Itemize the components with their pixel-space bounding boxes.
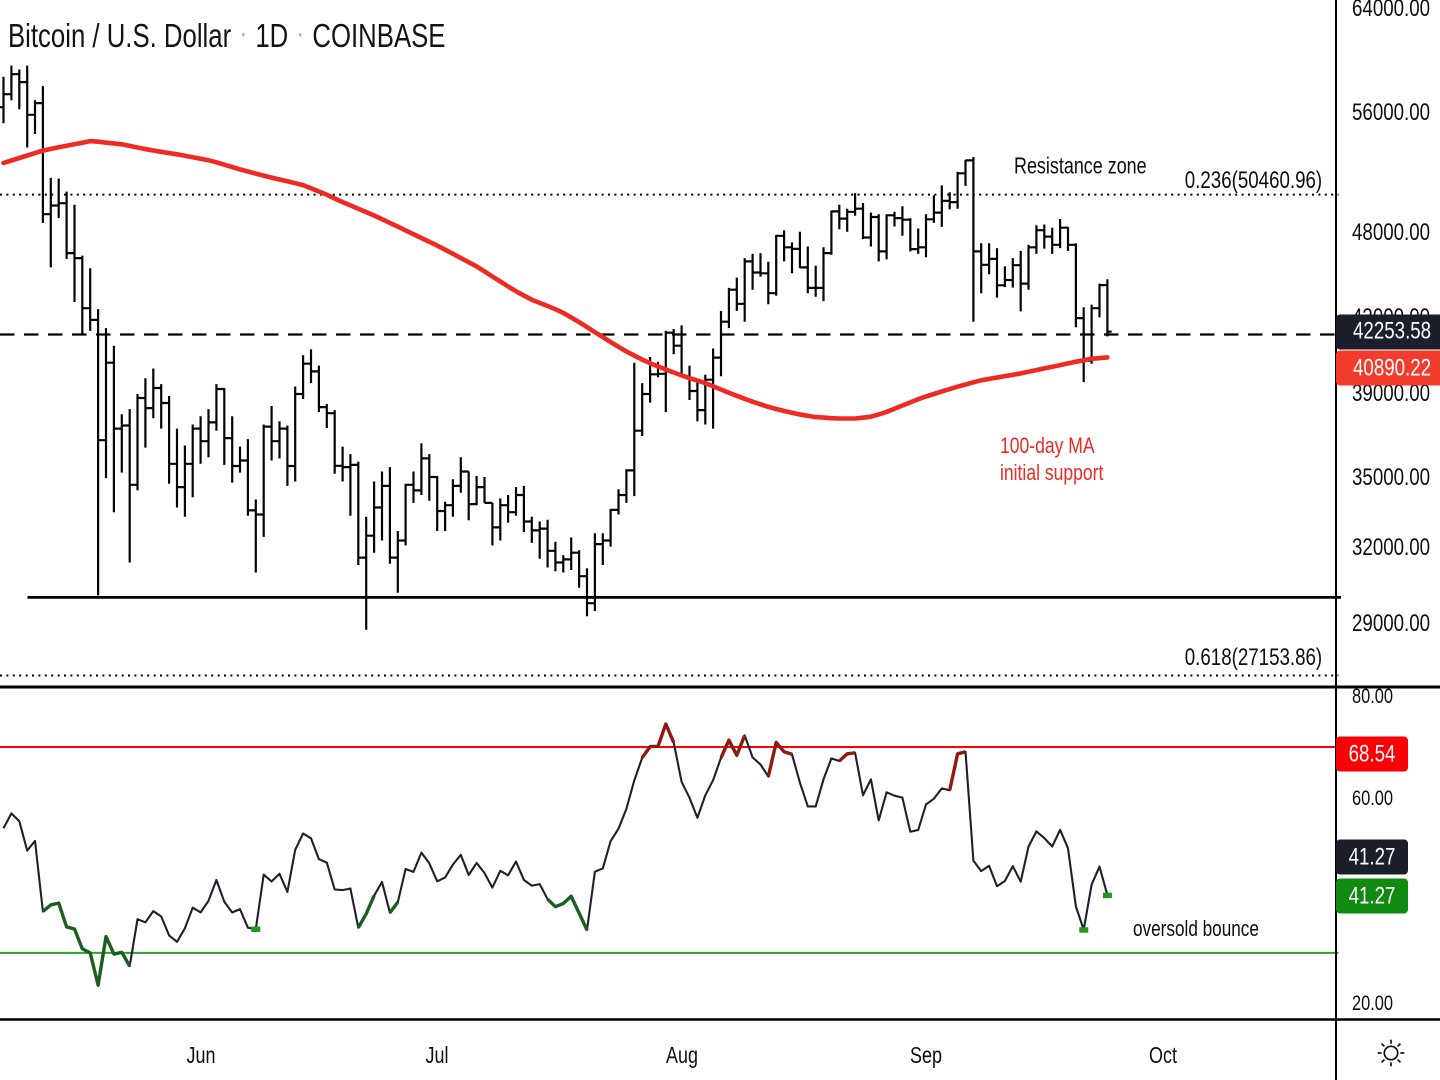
annotation-resistance-zone: Resistance zone [1014, 152, 1147, 179]
rsi-axis-label: 80.00 [1352, 685, 1393, 708]
time-axis-label: Jul [425, 1042, 449, 1068]
rsi-signal-badge-text: 41.27 [1348, 882, 1396, 909]
rsi-colored-segment [948, 750, 966, 791]
rsi-signal-marker [1102, 892, 1112, 899]
rsi-overbought-badge: 68.54 [1336, 736, 1409, 772]
rsi-colored-segment [388, 901, 400, 914]
ma-100-line[interactable] [1, 138, 1110, 421]
rsi-value-badge: 41.27 [1336, 839, 1409, 875]
rsi-axis-label: 20.00 [1352, 992, 1393, 1016]
time-axis-label: Oct [1148, 1042, 1177, 1068]
rsi-line[interactable] [2, 723, 1109, 987]
price-axis-label: 64000.00 [1352, 0, 1431, 22]
symbol-title[interactable]: Bitcoin / U.S. Dollar · 1D · COINBASE [8, 16, 446, 54]
rsi-signal-marker [1079, 927, 1089, 933]
rsi-value-badge-text: 41.27 [1348, 843, 1396, 870]
rsi-colored-segment [719, 734, 747, 759]
rsi-colored-segment [41, 901, 132, 987]
theme-sun-button[interactable] [1368, 1030, 1414, 1076]
time-axis-label: Sep [910, 1042, 942, 1068]
last-price-badge: 42253.58 [1336, 314, 1440, 350]
sun-icon [1377, 1039, 1405, 1067]
price-axis-label: 56000.00 [1352, 98, 1431, 126]
time-axis-label: Aug [665, 1042, 698, 1068]
symbol-interval[interactable]: 1D [255, 17, 289, 54]
ma-price-badge: 40890.22 [1336, 350, 1440, 386]
title-separator-icon: · [296, 14, 305, 51]
rsi-signal-marker [251, 926, 261, 933]
ohlc-bars[interactable] [0, 65, 1112, 630]
time-axis-label: Jun [186, 1042, 216, 1068]
annotation-oversold-bounce: oversold bounce [1133, 916, 1259, 941]
rsi-colored-segment [356, 895, 376, 929]
price-axis-label: 35000.00 [1352, 464, 1431, 492]
annotation-fib-0236: 0.236(50460.96) [1184, 167, 1322, 194]
rsi-axis-label: 60.00 [1352, 787, 1393, 811]
rsi-colored-segment [766, 740, 793, 777]
rsi-overbought-badge-text: 68.54 [1348, 740, 1396, 767]
ma-price-badge-text: 40890.22 [1353, 354, 1432, 382]
ma-note-line2: initial support [1000, 459, 1104, 485]
price-axis-label: 29000.00 [1352, 610, 1431, 638]
symbol-exchange[interactable]: COINBASE [312, 17, 446, 54]
last-price-badge-text: 42253.58 [1353, 317, 1432, 345]
rsi-colored-segment [546, 894, 589, 931]
symbol-name[interactable]: Bitcoin / U.S. Dollar [8, 17, 232, 54]
rsi-signal-badge: 41.27 [1336, 878, 1409, 914]
rsi-colored-segment [640, 722, 676, 759]
price-axis-label: 32000.00 [1352, 533, 1431, 561]
title-separator-icon: · [238, 14, 248, 51]
price-axis-label: 48000.00 [1352, 218, 1431, 246]
ma-note-line1: 100-day MA [1000, 433, 1095, 458]
rsi-colored-segment [838, 751, 856, 763]
annotation-ma-support: 100-day MA initial support [1000, 433, 1103, 486]
annotation-fib-0618: 0.618(27153.86) [1184, 644, 1322, 671]
